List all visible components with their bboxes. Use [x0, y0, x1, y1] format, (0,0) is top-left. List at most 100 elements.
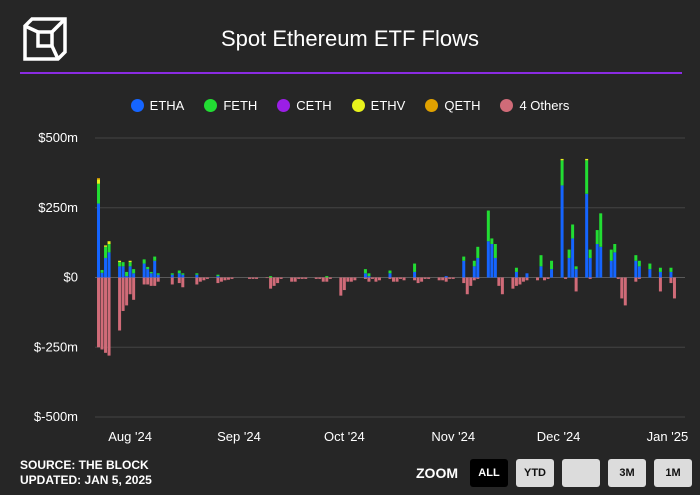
bar-4-others	[363, 277, 367, 279]
bar-feth	[637, 260, 641, 267]
legend-dot-feth	[204, 99, 218, 112]
bar-feth	[107, 244, 111, 253]
bar-4-others	[177, 277, 181, 284]
bar-4-others	[672, 277, 676, 299]
bar-etha	[146, 269, 150, 278]
bar-ethv	[118, 260, 122, 263]
bar-feth	[574, 266, 578, 270]
legend-dot-etha	[130, 99, 144, 112]
bar-feth	[170, 273, 174, 275]
bar-etha	[132, 273, 136, 278]
bar-etha	[571, 238, 575, 278]
bar-4-others	[423, 277, 427, 279]
zoom-3m-button[interactable]: 3M	[608, 459, 646, 487]
zoom-blank-button[interactable]	[562, 459, 600, 487]
bar-4-others	[388, 277, 392, 279]
bar-etha	[170, 274, 174, 278]
bar-4-others	[637, 277, 641, 279]
bar-etha	[444, 276, 448, 278]
bar-etha	[567, 257, 571, 278]
bar-feth	[146, 266, 150, 270]
legend-item-feth[interactable]: FETH	[204, 98, 257, 113]
legend-label-etha: ETHA	[149, 98, 185, 113]
bar-4-others	[658, 277, 662, 292]
bar-feth	[153, 256, 157, 261]
bar-etha	[118, 266, 122, 278]
bar-feth	[100, 269, 104, 273]
bar-4-others	[444, 277, 448, 282]
bar-feth	[363, 269, 367, 274]
bar-feth	[269, 276, 273, 278]
legend-item-etha[interactable]: ETHA	[130, 98, 185, 113]
bar-feth	[121, 262, 125, 267]
bar-feth	[599, 213, 603, 247]
bar-4-others	[616, 277, 620, 279]
zoom-ytd-button[interactable]: YTD	[516, 459, 554, 487]
bar-4-others	[420, 277, 424, 282]
bar-etha	[648, 269, 652, 278]
bar-4-others	[181, 277, 185, 288]
bar-feth	[462, 256, 466, 261]
legend-item-others[interactable]: 4 Others	[500, 98, 569, 113]
bar-4-others	[325, 277, 329, 282]
bar-4-others	[219, 277, 223, 282]
bar-feth	[325, 276, 329, 278]
bar-4-others	[300, 277, 304, 279]
bar-feth	[595, 230, 599, 245]
bar-feth	[104, 246, 108, 258]
bar-etha	[462, 260, 466, 278]
bar-4-others	[272, 277, 276, 286]
bar-4-others	[462, 277, 466, 284]
zoom-1m-button[interactable]: 1M	[654, 459, 692, 487]
x-tick-label: Sep '24	[217, 429, 261, 444]
bar-ethv	[128, 260, 132, 263]
legend-item-ethv[interactable]: ETHV	[351, 98, 406, 113]
bar-4-others	[149, 277, 153, 286]
bar-etha	[514, 271, 518, 278]
legend-item-qeth[interactable]: QETH	[425, 98, 480, 113]
bar-etha	[550, 269, 554, 278]
bar-etha	[142, 263, 146, 278]
bar-4-others	[511, 277, 515, 289]
legend-label-ceth: CETH	[296, 98, 332, 113]
bar-etha	[486, 241, 490, 278]
bar-4-others	[304, 277, 308, 279]
legend-label-others: 4 Others	[519, 98, 570, 113]
legend-label-ethv: ETHV	[370, 98, 406, 113]
bar-etha	[367, 276, 371, 278]
bar-etha	[525, 273, 529, 278]
legend-item-ceth[interactable]: CETH	[277, 98, 332, 113]
chart-title: Spot Ethereum ETF Flows	[221, 26, 479, 51]
zoom-all-button[interactable]: ALL	[470, 459, 508, 487]
bar-4-others	[521, 277, 525, 282]
bar-4-others	[223, 277, 227, 281]
bar-4-others	[279, 277, 283, 279]
bar-4-others	[518, 277, 522, 285]
bar-feth	[669, 267, 673, 272]
bar-feth	[97, 183, 101, 204]
bar-4-others	[216, 277, 220, 284]
bar-4-others	[588, 277, 592, 279]
bar-feth	[648, 263, 652, 270]
bar-feth	[149, 271, 153, 274]
y-tick-label: $-250m	[34, 339, 78, 354]
bar-etha	[637, 266, 641, 278]
bar-etha	[181, 274, 185, 278]
x-tick-label: Jan '25	[647, 429, 689, 444]
bar-feth	[613, 244, 617, 253]
bar-4-others	[525, 277, 529, 281]
bar-4-others	[321, 277, 325, 282]
bar-4-others	[543, 277, 547, 281]
bar-4-others	[156, 277, 160, 282]
bar-4-others	[314, 277, 318, 279]
legend-dot-others	[500, 99, 514, 112]
bar-etha	[574, 269, 578, 278]
bar-etha	[100, 272, 104, 278]
bar-4-others	[195, 277, 199, 285]
bar-etha	[560, 185, 564, 278]
bar-qeth	[97, 178, 101, 180]
bar-4-others	[427, 277, 431, 279]
bar-feth	[118, 262, 122, 267]
bar-4-others	[514, 277, 518, 286]
bar-4-others	[226, 277, 230, 280]
